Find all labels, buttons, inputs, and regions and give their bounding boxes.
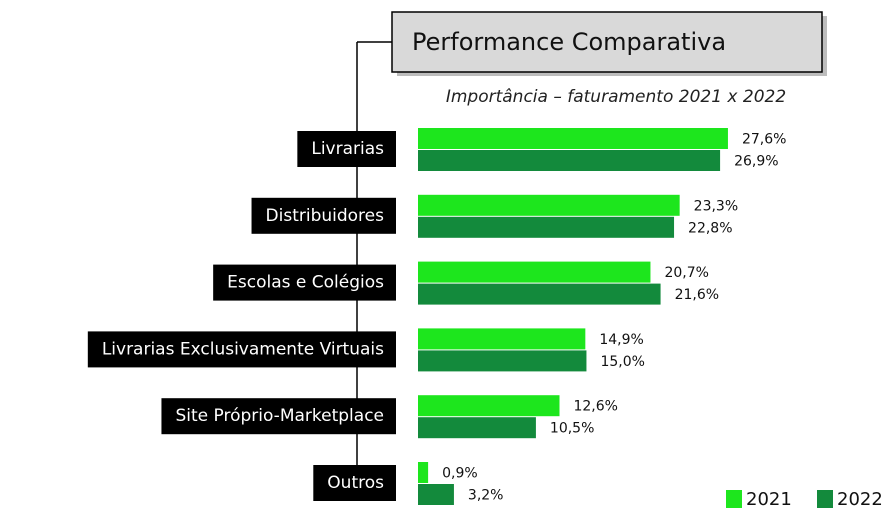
category-label: Site Próprio-Marketplace [175,406,384,426]
category-box [251,197,396,234]
category-label: Distribuidores [266,206,385,226]
value-label: 14,9% [599,332,643,348]
value-label: 26,9% [734,154,778,170]
value-label: 0,9% [442,466,478,482]
bar [418,395,560,417]
category-label: Outros [327,473,384,493]
value-label: 27,6% [742,132,786,148]
bar [418,150,721,171]
category-box [297,131,396,167]
bar [418,261,651,283]
value-label: 10,5% [550,421,594,437]
value-label: 21,6% [675,287,719,303]
chart-subtitle: Importância – faturamento 2021 x 2022 [446,87,786,107]
legend-swatch [817,490,833,508]
value-label: 20,7% [664,265,708,281]
value-label: 22,8% [688,220,732,236]
bar [418,328,586,350]
value-label: 12,6% [573,399,617,415]
title-box [391,11,823,73]
category-label: Livrarias Exclusivamente Virtuais [102,339,384,359]
chart-title: Performance Comparativa [412,28,726,56]
bar [418,462,429,483]
value-label: 23,3% [694,198,738,214]
bar [418,283,661,305]
bar [418,216,675,238]
legend-swatch [726,490,742,508]
category-box [161,398,396,435]
value-label: 3,2% [468,488,504,504]
legend-label: 2021 [746,489,792,510]
category-box [313,465,396,501]
category-label: Escolas e Colégios [227,273,384,293]
bar [418,417,536,439]
category-label: Livrarias [311,139,384,159]
category-box [213,264,396,301]
legend-label: 2022 [837,489,883,510]
bar [418,484,454,505]
bar [418,350,587,372]
category-box [87,331,396,368]
value-label: 15,0% [600,354,644,370]
bar [418,194,680,216]
bar [418,128,728,149]
